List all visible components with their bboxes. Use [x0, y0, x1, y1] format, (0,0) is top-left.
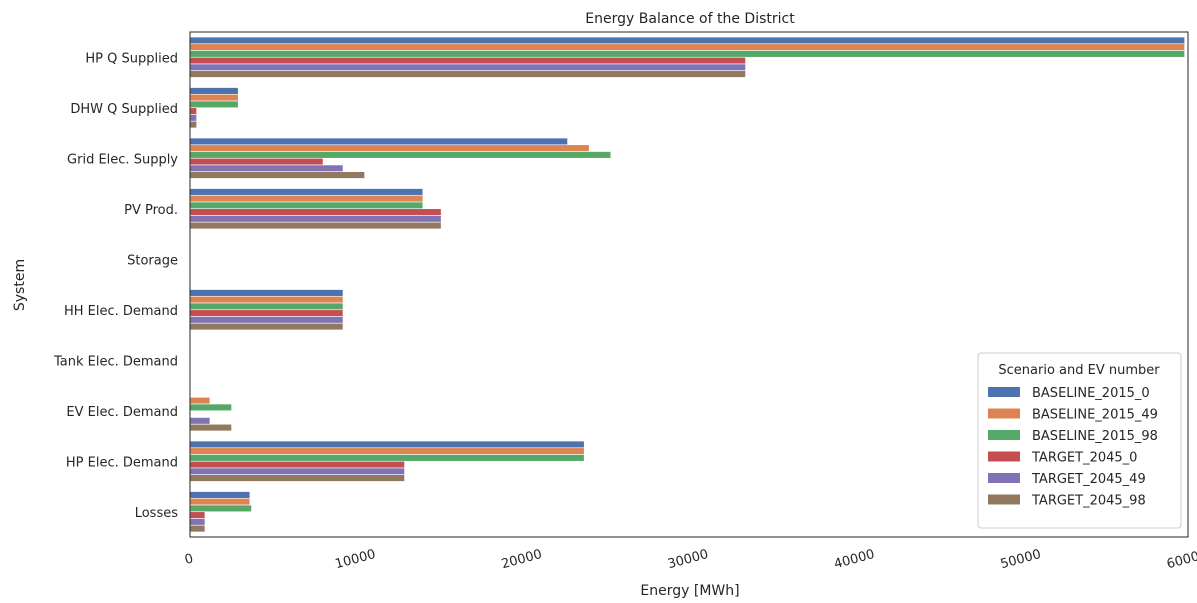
bar: [189, 144, 590, 152]
bar: [189, 194, 424, 203]
y-tick-label: Losses: [135, 506, 179, 521]
bar: [189, 87, 239, 95]
bar: [189, 460, 405, 469]
bar: [189, 467, 405, 476]
bar: [189, 157, 324, 166]
legend: Scenario and EV number BASELINE_2015_0BA…: [977, 352, 1182, 529]
bar: [189, 302, 344, 311]
bars-layer: [189, 36, 1185, 533]
bar: [189, 100, 239, 109]
bar: [189, 403, 232, 412]
legend-swatch: [988, 430, 1020, 440]
bar: [189, 221, 442, 230]
bar: [189, 417, 211, 425]
y-tick-label: EV Elec. Demand: [66, 405, 178, 420]
bar: [189, 511, 206, 519]
legend-label: TARGET_2045_98: [1031, 494, 1146, 509]
y-tick-label: PV Prod.: [124, 203, 178, 218]
bar: [189, 491, 251, 499]
bar: [189, 188, 424, 196]
legend-swatch: [988, 387, 1020, 397]
bar: [189, 423, 232, 432]
x-tick-label: 40000: [833, 547, 877, 572]
bar: [189, 171, 365, 179]
legend-title: Scenario and EV number: [998, 363, 1160, 378]
legend-items: BASELINE_2015_0 BASELINE_2015_49 BASELINE_…: [988, 386, 1158, 509]
bar: [189, 107, 197, 115]
bar: [189, 56, 746, 65]
bar: [189, 164, 344, 173]
y-tick-label: Tank Elec. Demand: [53, 354, 178, 369]
legend-label: BASELINE_2015_98: [1032, 429, 1158, 444]
plot-frame: [189, 31, 1189, 538]
y-tick-label: DHW Q Supplied: [70, 102, 178, 117]
bar: [189, 295, 344, 304]
bar: [189, 201, 424, 210]
y-tick-label: Grid Elec. Supply: [67, 152, 178, 167]
bar: [189, 70, 746, 78]
legend-label: TARGET_2045_0: [1031, 451, 1137, 466]
bar: [189, 151, 612, 159]
bar: [189, 50, 1185, 58]
x-tick-label: 10000: [334, 547, 378, 572]
chart-title: Energy Balance of the District: [585, 11, 795, 27]
bar: [189, 120, 197, 129]
bar: [189, 474, 405, 482]
bar: [189, 63, 746, 72]
y-axis-label: System: [12, 259, 28, 311]
y-tick-label: HP Elec. Demand: [66, 455, 178, 470]
x-tick-label: 60000: [1165, 547, 1197, 572]
bar: [189, 518, 206, 526]
bar: [189, 309, 344, 317]
legend-swatch: [988, 473, 1020, 483]
bar: [189, 43, 1185, 51]
bar: [189, 322, 344, 331]
bar: [189, 396, 211, 405]
y-tick-labels: HP Q Supplied DHW Q Supplied Grid Elec. Su…: [53, 51, 178, 521]
legend-label: BASELINE_2015_49: [1032, 408, 1158, 423]
bar: [189, 208, 442, 216]
legend-swatch: [988, 451, 1020, 462]
y-tick-label: HP Q Supplied: [85, 51, 178, 66]
legend-swatch: [988, 408, 1020, 419]
x-tick-label: 20000: [500, 547, 544, 572]
y-tick-label: Storage: [127, 253, 178, 268]
bar: [189, 454, 585, 462]
bar: [189, 497, 251, 506]
bar: [189, 524, 206, 533]
x-tick-labels: 0 10000 20000 30000 40000 50000 60000: [183, 547, 1197, 572]
bar: [189, 93, 239, 102]
bar: [189, 114, 197, 122]
x-axis-label: Energy [MWh]: [640, 583, 739, 599]
legend-swatch: [988, 494, 1020, 505]
bar: [189, 440, 585, 449]
bar: [189, 504, 252, 513]
legend-label: BASELINE_2015_0: [1032, 386, 1150, 401]
bar: [189, 137, 568, 146]
legend-label: TARGET_2045_49: [1031, 472, 1146, 487]
bar: [189, 215, 442, 223]
x-tick-label: 30000: [666, 547, 710, 572]
bar: [189, 36, 1185, 45]
bar: [189, 316, 344, 324]
legend-box: [977, 352, 1182, 529]
bar: [189, 289, 344, 297]
bar: [189, 447, 585, 455]
x-tick-label: 0: [183, 551, 195, 568]
x-tick-label: 50000: [999, 547, 1043, 572]
y-tick-label: HH Elec. Demand: [64, 304, 178, 319]
